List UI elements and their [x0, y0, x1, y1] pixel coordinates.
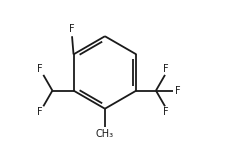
Text: F: F [69, 24, 75, 34]
Text: F: F [175, 86, 180, 96]
Text: CH₃: CH₃ [96, 129, 114, 139]
Text: F: F [163, 64, 168, 74]
Text: F: F [37, 64, 43, 74]
Text: F: F [37, 107, 43, 117]
Text: F: F [163, 107, 168, 117]
